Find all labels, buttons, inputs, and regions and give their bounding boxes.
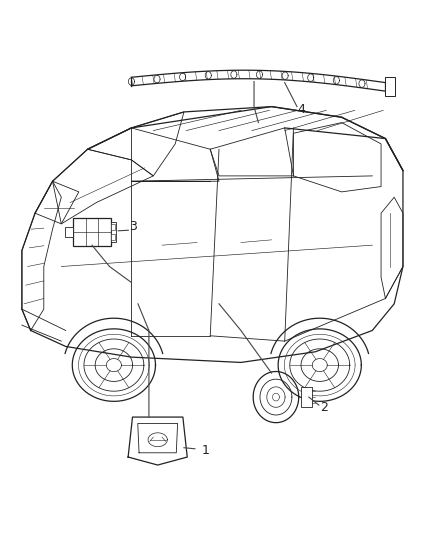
Bar xyxy=(65,227,73,237)
Bar xyxy=(385,77,395,96)
Text: 1: 1 xyxy=(201,444,209,457)
Bar xyxy=(110,222,116,242)
Text: 2: 2 xyxy=(320,401,328,414)
Bar xyxy=(73,218,110,246)
Text: 4: 4 xyxy=(298,103,306,116)
Bar xyxy=(111,224,115,230)
Bar xyxy=(301,387,312,407)
Bar xyxy=(111,233,115,240)
Text: 3: 3 xyxy=(129,220,137,233)
